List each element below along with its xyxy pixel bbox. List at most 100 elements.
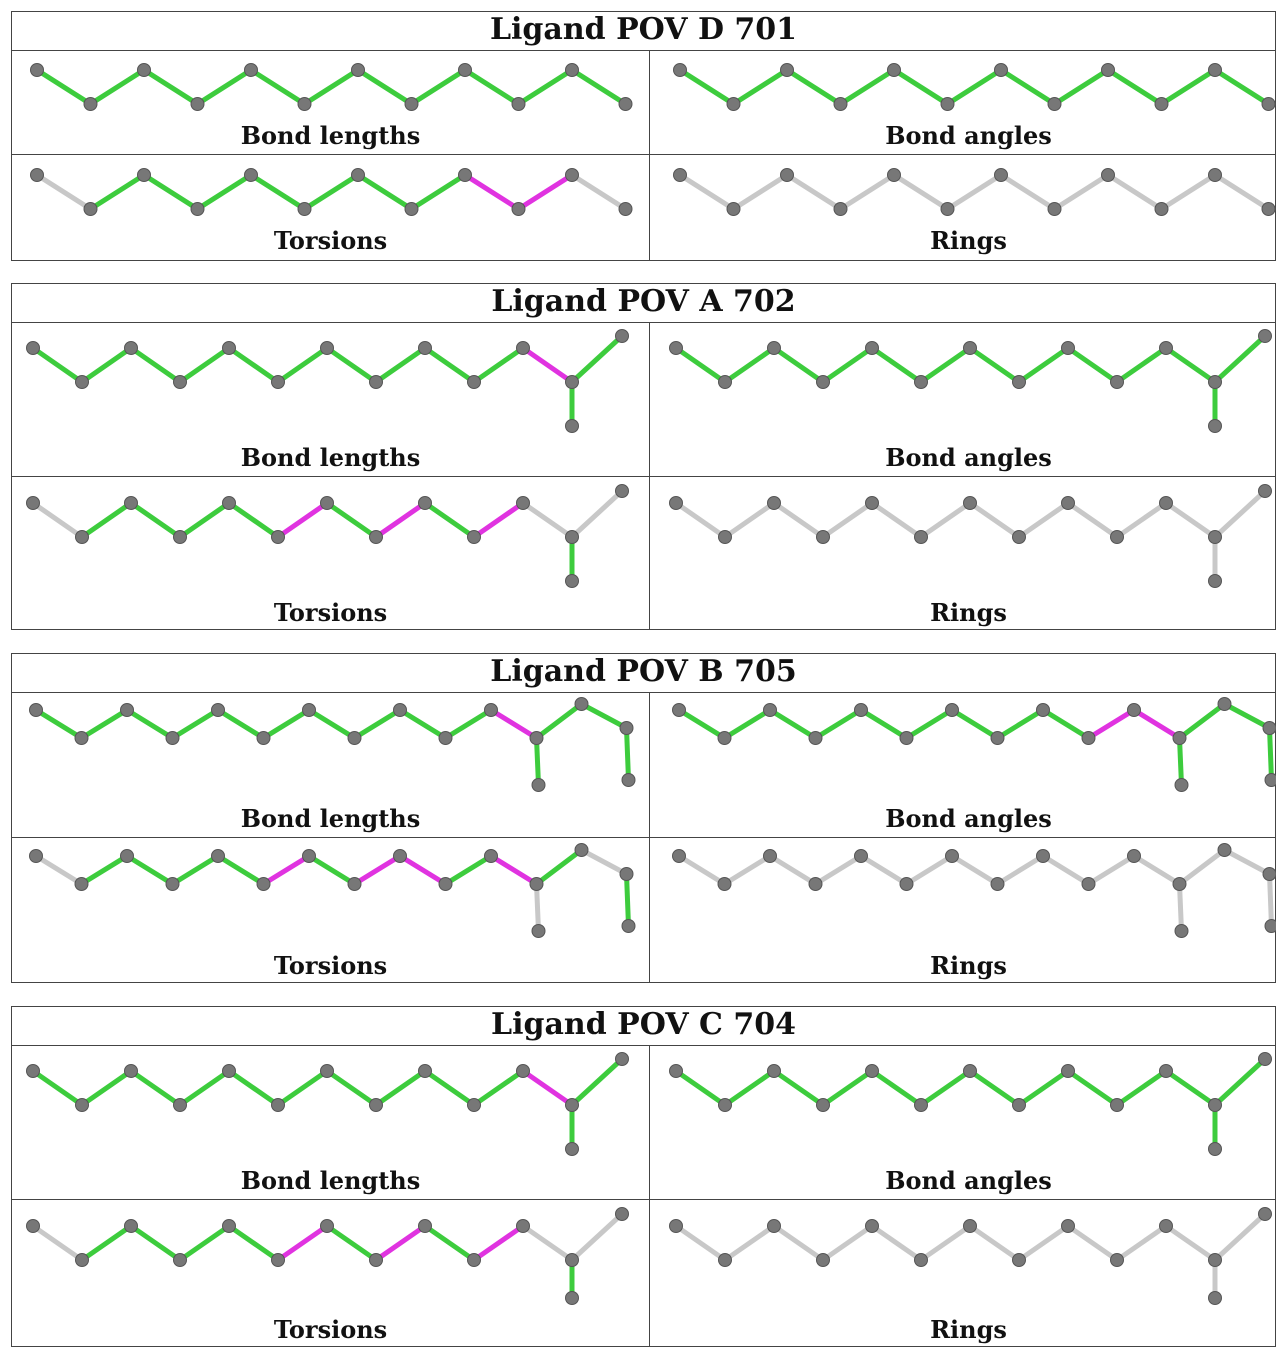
- bond-2-1-13: [1177, 735, 1184, 788]
- atom-2-1-12: [1217, 697, 1232, 711]
- atom-0-3-11: [1261, 202, 1276, 216]
- panel-label: Bond angles: [885, 121, 1052, 150]
- atom-0-0-0: [30, 63, 44, 77]
- atom-2-0-15: [621, 773, 636, 787]
- atom-3-3-4: [865, 1219, 879, 1233]
- atom-3-0-6: [320, 1064, 334, 1078]
- bond-3-3-9: [1114, 1223, 1169, 1263]
- molecule-drawing: [26, 484, 629, 588]
- atom-3-2-0: [26, 1219, 40, 1233]
- row-divider: [12, 1199, 1275, 1200]
- bond-2-0-9: [443, 707, 494, 741]
- panel-label: Bond lengths: [240, 1166, 421, 1195]
- bond-0-0-6: [355, 67, 414, 107]
- bond-2-0-10: [488, 707, 539, 741]
- bond-3-2-8: [422, 1223, 477, 1263]
- atom-1-0-12: [615, 329, 629, 343]
- bond-1-1-9: [1114, 345, 1169, 385]
- atom-0-2-1: [83, 202, 98, 216]
- bond-3-2-1: [79, 1223, 134, 1263]
- molecule-drawing: [673, 63, 1276, 111]
- panel-bond-angles: Bond angles: [650, 50, 1276, 154]
- bond-2-3-2: [767, 853, 818, 887]
- atom-2-1-4: [854, 703, 868, 717]
- bond-1-1-4: [869, 345, 924, 385]
- bond-3-1-10: [1163, 1068, 1218, 1108]
- atom-3-2-3: [173, 1253, 187, 1267]
- atom-3-1-3: [816, 1098, 830, 1112]
- atom-2-1-6: [945, 703, 959, 717]
- atom-2-0-0: [29, 703, 43, 717]
- bond-1-0-1: [79, 345, 134, 385]
- atom-2-2-7: [347, 877, 362, 891]
- atom-0-3-4: [887, 168, 901, 182]
- bond-2-2-11: [534, 847, 584, 887]
- atom-0-0-5: [297, 97, 312, 111]
- atom-1-1-6: [963, 341, 977, 355]
- bond-2-1-4: [858, 707, 909, 741]
- atom-1-1-10: [1159, 341, 1173, 355]
- row-divider: [12, 837, 1275, 838]
- bond-1-3-0: [673, 500, 728, 540]
- atom-3-3-0: [669, 1219, 683, 1233]
- atom-2-2-13: [619, 867, 634, 881]
- panel-bond-lengths: Bond lengths: [12, 692, 649, 837]
- bond-3-1-7: [1016, 1068, 1071, 1108]
- bond-3-2-11: [569, 1211, 625, 1263]
- panel-torsions: Torsions: [12, 155, 649, 259]
- atom-3-0-13: [565, 1142, 579, 1156]
- atom-1-0-6: [320, 341, 334, 355]
- molecule-drawing: [669, 484, 1272, 588]
- atom-0-2-3: [190, 202, 205, 216]
- ligand-block: Ligand POV D 701 Bond lengths Bond angles T…: [11, 11, 1276, 261]
- bond-3-2-4: [226, 1223, 281, 1263]
- bond-2-2-3: [170, 853, 221, 887]
- atom-2-2-2: [120, 849, 134, 863]
- bond-1-2-7: [373, 500, 428, 540]
- atom-2-1-9: [1081, 731, 1096, 745]
- bond-2-3-11: [1177, 847, 1227, 887]
- bond-2-0-5: [261, 707, 312, 741]
- atom-3-0-2: [124, 1064, 138, 1078]
- atom-3-3-9: [1110, 1253, 1124, 1267]
- bond-1-2-8: [422, 500, 477, 540]
- bond-3-2-5: [275, 1223, 330, 1263]
- bond-0-1-10: [1212, 67, 1271, 107]
- atom-0-0-9: [511, 97, 526, 111]
- bond-2-3-10: [1131, 853, 1182, 887]
- atom-1-3-5: [914, 530, 928, 544]
- bond-2-2-4: [215, 853, 266, 887]
- atom-2-3-6: [945, 849, 959, 863]
- bond-1-0-6: [324, 345, 379, 385]
- atom-0-0-2: [137, 63, 151, 77]
- bond-3-2-0: [30, 1223, 85, 1263]
- atom-3-0-0: [26, 1064, 40, 1078]
- atom-0-2-6: [351, 168, 365, 182]
- bond-1-1-7: [1016, 345, 1071, 385]
- bond-1-3-1: [722, 500, 777, 540]
- bond-0-1-4: [891, 67, 950, 107]
- atom-2-3-0: [672, 849, 686, 863]
- atom-3-2-1: [75, 1253, 89, 1267]
- atom-1-1-2: [767, 341, 781, 355]
- panel-label: Rings: [930, 598, 1007, 627]
- atom-0-0-6: [351, 63, 365, 77]
- bond-3-1-0: [673, 1068, 728, 1108]
- bond-0-2-1: [88, 172, 147, 212]
- atom-3-0-10: [516, 1064, 530, 1078]
- atom-3-3-2: [767, 1219, 781, 1233]
- atom-2-2-12: [574, 843, 589, 857]
- atom-2-3-7: [990, 877, 1005, 891]
- atom-3-1-11: [1208, 1098, 1222, 1112]
- atom-1-3-10: [1159, 496, 1173, 510]
- atom-3-2-7: [369, 1253, 383, 1267]
- molecule-drawing: [29, 697, 636, 792]
- bond-0-3-5: [945, 172, 1004, 212]
- bond-0-3-8: [1105, 172, 1164, 212]
- bond-2-1-5: [904, 707, 955, 741]
- atom-1-2-6: [320, 496, 334, 510]
- atom-1-1-0: [669, 341, 683, 355]
- atom-1-3-3: [816, 530, 830, 544]
- panel-label: Torsions: [273, 1315, 388, 1344]
- atom-1-0-13: [565, 419, 579, 433]
